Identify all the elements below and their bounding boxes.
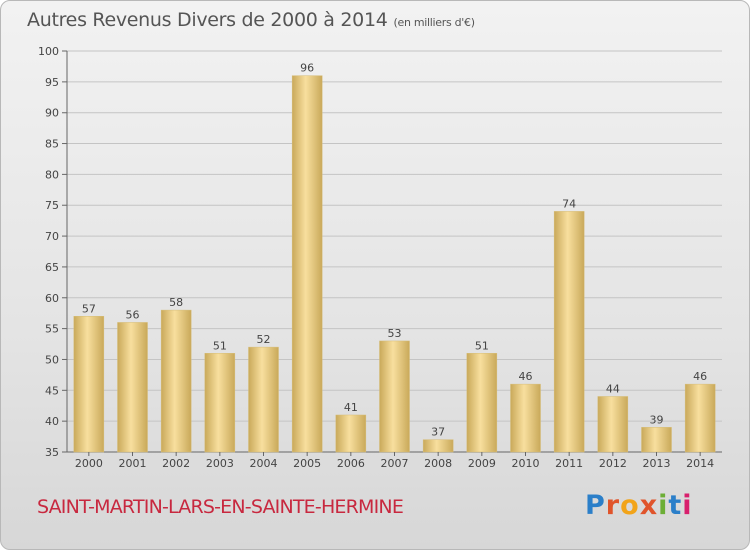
value-label-2001: 56 <box>126 308 140 321</box>
bar-2010 <box>510 383 541 453</box>
value-label-2002: 58 <box>169 296 183 309</box>
x-tick-label-2000: 2000 <box>75 457 103 470</box>
x-tick-label-2008: 2008 <box>424 457 452 470</box>
bar-2004 <box>248 346 279 453</box>
value-label-2011: 74 <box>562 197 576 210</box>
value-label-2007: 53 <box>388 327 402 340</box>
x-tick-label-2007: 2007 <box>381 457 409 470</box>
bar-2001 <box>117 322 148 453</box>
chart-title: Autres Revenus Divers de 2000 à 2014 (en … <box>27 9 475 31</box>
value-label-2008: 37 <box>431 426 445 439</box>
bar-2009 <box>466 353 498 453</box>
bar-2012 <box>597 396 629 453</box>
value-label-2009: 51 <box>475 339 489 352</box>
value-label-2005: 96 <box>300 62 314 75</box>
y-tick-label-80: 80 <box>45 168 59 181</box>
x-tick-label-2010: 2010 <box>512 457 540 470</box>
x-tick-label-2002: 2002 <box>162 457 190 470</box>
y-tick-label-90: 90 <box>45 107 59 120</box>
y-tick-label-85: 85 <box>45 138 59 151</box>
y-tick-label-60: 60 <box>45 292 59 305</box>
bar-2003 <box>204 353 236 453</box>
y-tick-label-45: 45 <box>45 384 59 397</box>
proxiti-logo: Proxiti <box>585 490 693 521</box>
value-label-2000: 57 <box>82 302 96 315</box>
x-tick-label-2003: 2003 <box>206 457 234 470</box>
value-label-2014: 46 <box>693 370 707 383</box>
chart-unit: (en milliers d'€) <box>393 16 475 29</box>
x-tick-label-2012: 2012 <box>599 457 627 470</box>
chart-title-text: Autres Revenus Divers de 2000 à 2014 <box>27 9 388 31</box>
x-tick-label-2011: 2011 <box>555 457 583 470</box>
value-label-2012: 44 <box>606 382 620 395</box>
x-tick-label-2014: 2014 <box>686 457 714 470</box>
bar-2006 <box>335 414 367 453</box>
bar-2008 <box>422 439 454 453</box>
x-tick-label-2004: 2004 <box>250 457 278 470</box>
y-tick-label-35: 35 <box>45 446 59 459</box>
x-tick-label-2005: 2005 <box>293 457 321 470</box>
bar-2013 <box>641 427 672 453</box>
bar-2011 <box>553 211 585 453</box>
bar-2002 <box>160 309 192 453</box>
y-tick-label-65: 65 <box>45 261 59 274</box>
x-tick-label-2009: 2009 <box>468 457 496 470</box>
y-tick-label-55: 55 <box>45 323 59 336</box>
bar-2014 <box>684 383 716 453</box>
x-tick-label-2001: 2001 <box>119 457 147 470</box>
y-tick-label-40: 40 <box>45 415 59 428</box>
y-tick-label-75: 75 <box>45 199 59 212</box>
value-label-2013: 39 <box>650 413 664 426</box>
x-tick-label-2006: 2006 <box>337 457 365 470</box>
x-tick-label-2013: 2013 <box>643 457 671 470</box>
town-name: SAINT-MARTIN-LARS-EN-SAINTE-HERMINE <box>37 496 404 518</box>
bar-2007 <box>379 340 410 453</box>
y-tick-label-95: 95 <box>45 76 59 89</box>
value-label-2010: 46 <box>519 370 533 383</box>
value-label-2006: 41 <box>344 401 358 414</box>
y-tick-label-70: 70 <box>45 230 59 243</box>
value-label-2004: 52 <box>257 333 271 346</box>
bar-2000 <box>73 316 105 453</box>
y-tick-label-50: 50 <box>45 353 59 366</box>
value-label-2003: 51 <box>213 339 227 352</box>
y-tick-label-100: 100 <box>38 45 59 58</box>
bar-2005 <box>291 75 323 453</box>
